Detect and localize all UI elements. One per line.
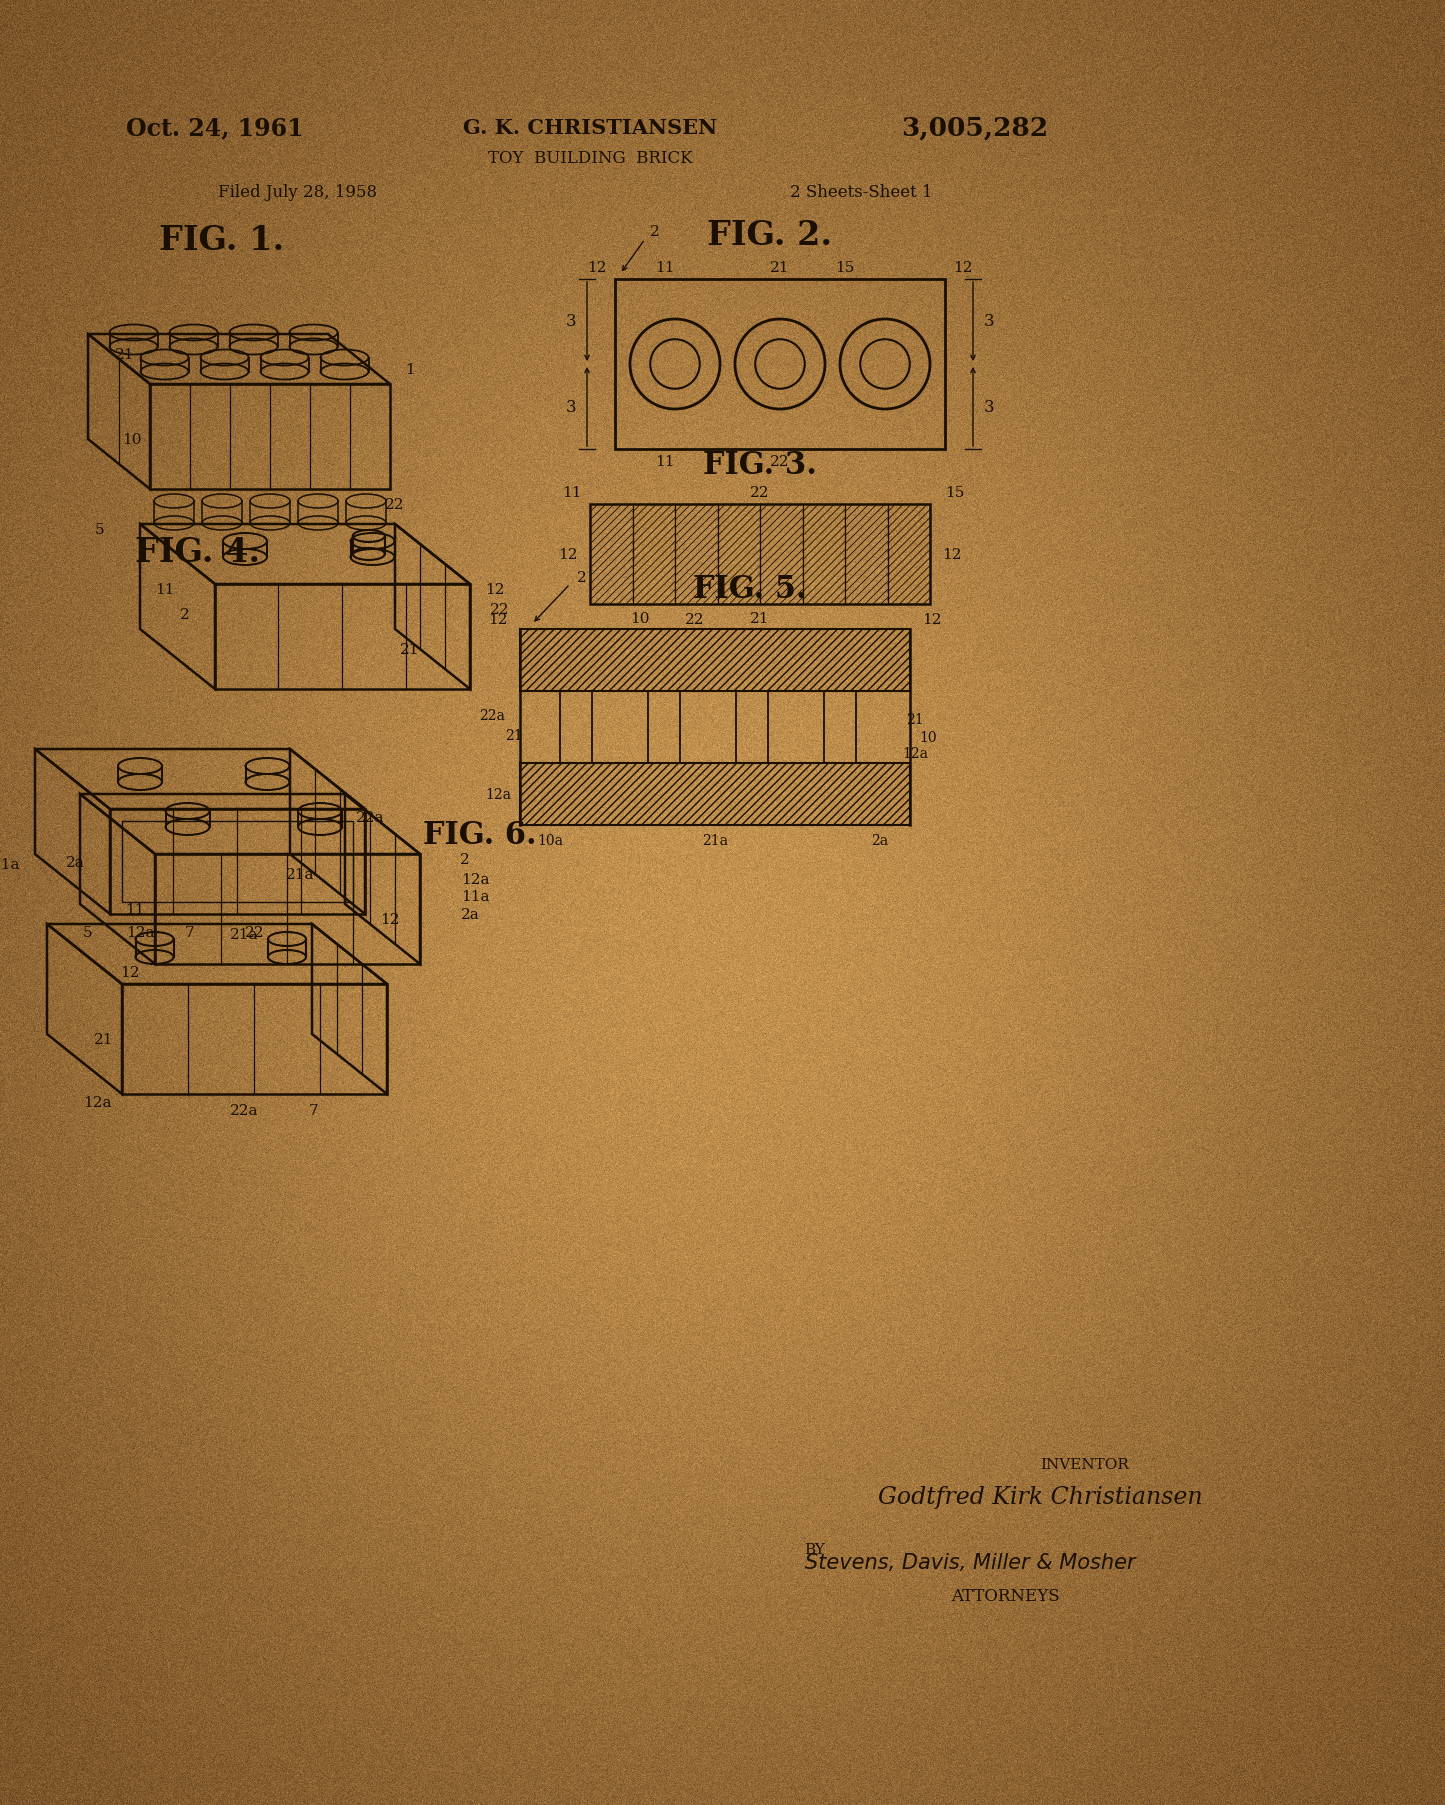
Text: 3: 3 — [984, 314, 994, 330]
Text: 10a: 10a — [538, 834, 564, 848]
Text: 3,005,282: 3,005,282 — [902, 116, 1049, 141]
Text: Filed July 28, 1958: Filed July 28, 1958 — [218, 184, 377, 200]
Text: 3: 3 — [984, 399, 994, 415]
Text: 21: 21 — [116, 348, 134, 361]
Text: Stevens, Davis, Miller & Mosher: Stevens, Davis, Miller & Mosher — [805, 1552, 1136, 1572]
Text: 11: 11 — [562, 486, 582, 500]
Text: 11: 11 — [655, 455, 675, 469]
Text: Godtfred Kirk Christiansen: Godtfred Kirk Christiansen — [877, 1486, 1202, 1509]
Text: 10: 10 — [919, 731, 936, 745]
Text: FIG. 2.: FIG. 2. — [708, 218, 832, 251]
Text: 12: 12 — [587, 262, 607, 274]
Text: 10: 10 — [123, 433, 142, 448]
Text: 21: 21 — [906, 713, 923, 727]
Text: 22: 22 — [770, 455, 790, 469]
Text: 21: 21 — [750, 612, 770, 626]
Text: 12: 12 — [120, 966, 140, 980]
Text: 2a: 2a — [65, 856, 84, 870]
Text: 3: 3 — [565, 314, 577, 330]
Text: 11: 11 — [126, 902, 144, 917]
Text: 2: 2 — [460, 852, 470, 866]
Text: 12: 12 — [486, 583, 504, 597]
Text: FIG. 4.: FIG. 4. — [136, 536, 260, 569]
Text: 22: 22 — [750, 486, 770, 500]
Text: 2a: 2a — [871, 834, 889, 848]
Text: 1: 1 — [405, 363, 415, 377]
Text: 22: 22 — [490, 603, 510, 617]
Text: 22a: 22a — [355, 810, 384, 825]
Text: 2: 2 — [577, 570, 587, 585]
Text: 12a: 12a — [902, 747, 928, 760]
Text: 15: 15 — [945, 486, 965, 500]
Text: TOY  BUILDING  BRICK: TOY BUILDING BRICK — [487, 150, 692, 166]
Text: 10: 10 — [630, 612, 650, 626]
Text: 11: 11 — [155, 583, 175, 597]
Text: 22a: 22a — [230, 1103, 259, 1117]
Text: 7: 7 — [185, 926, 195, 939]
Text: 12: 12 — [922, 612, 942, 626]
Text: 12a: 12a — [82, 1096, 111, 1110]
Text: 21: 21 — [770, 262, 790, 274]
Text: 11a: 11a — [0, 857, 19, 872]
Text: 12a: 12a — [126, 926, 155, 939]
Text: 5: 5 — [84, 926, 92, 939]
Text: ATTORNEYS: ATTORNEYS — [951, 1588, 1059, 1605]
Text: 2 Sheets-Sheet 1: 2 Sheets-Sheet 1 — [790, 184, 932, 200]
Text: 21: 21 — [400, 643, 419, 657]
Text: 2: 2 — [650, 226, 660, 238]
Text: G. K. CHRISTIANSEN: G. K. CHRISTIANSEN — [462, 117, 717, 137]
Text: FIG. 3.: FIG. 3. — [704, 449, 816, 480]
Text: BY: BY — [805, 1541, 825, 1556]
Text: 12: 12 — [488, 612, 507, 626]
Text: 22: 22 — [386, 498, 405, 511]
Text: 2: 2 — [181, 608, 189, 621]
Text: 12: 12 — [380, 913, 400, 926]
Text: 5: 5 — [95, 523, 105, 536]
Text: 21: 21 — [94, 1032, 114, 1047]
Text: 11a: 11a — [461, 890, 490, 904]
Text: 22a: 22a — [480, 709, 504, 722]
Text: 22: 22 — [685, 612, 705, 626]
Text: 15: 15 — [835, 262, 854, 274]
Text: 12a: 12a — [486, 787, 512, 801]
Text: 21: 21 — [506, 729, 523, 742]
Text: 12: 12 — [942, 547, 962, 561]
Text: 12: 12 — [954, 262, 972, 274]
Text: 11: 11 — [655, 262, 675, 274]
Text: 22: 22 — [246, 926, 264, 939]
Text: 3: 3 — [565, 399, 577, 415]
Text: FIG. 1.: FIG. 1. — [159, 224, 285, 256]
Text: 21a: 21a — [702, 834, 728, 848]
Text: FIG. 5.: FIG. 5. — [694, 574, 806, 605]
Text: Oct. 24, 1961: Oct. 24, 1961 — [126, 116, 303, 141]
Text: 21a: 21a — [230, 928, 259, 942]
Text: 7: 7 — [309, 1103, 319, 1117]
Text: INVENTOR: INVENTOR — [1040, 1457, 1130, 1471]
Text: 2a: 2a — [461, 908, 480, 922]
Text: 21a: 21a — [286, 868, 314, 881]
Text: FIG. 6.: FIG. 6. — [423, 819, 536, 850]
Text: 12: 12 — [558, 547, 578, 561]
Text: 12a: 12a — [461, 872, 490, 886]
